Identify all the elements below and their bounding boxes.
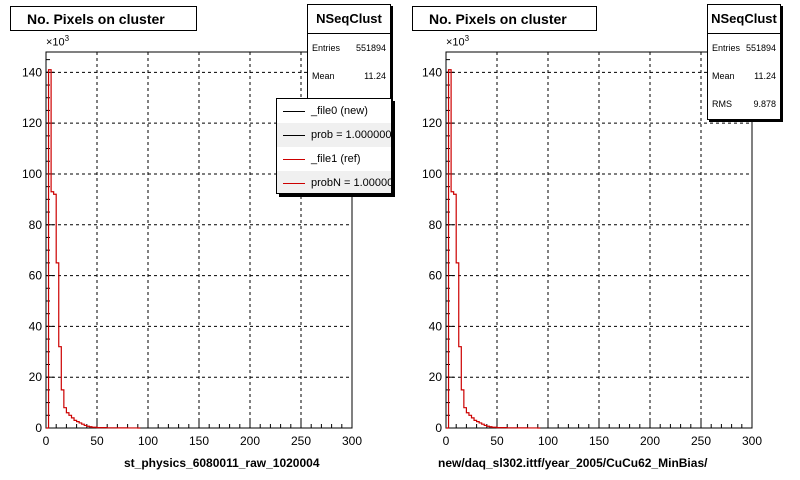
x-tick-label: 300 (342, 434, 362, 448)
y-tick-label: 80 (429, 218, 443, 232)
y-tick-label: 0 (435, 421, 442, 435)
y-tick-label: 40 (429, 319, 443, 333)
legend-label: _file1 (ref) (311, 153, 361, 165)
x-tick-label: 250 (291, 434, 311, 448)
x-tick-label: 150 (189, 434, 209, 448)
y-tick-label: 140 (422, 65, 442, 79)
x-tick-label: 0 (43, 434, 50, 448)
x-tick-label: 100 (538, 434, 558, 448)
y-exponent-base: ×10 (446, 36, 465, 49)
x-tick-label: 250 (691, 434, 711, 448)
y-tick-label: 140 (22, 65, 42, 79)
legend-label: probN = 1.000000 (311, 177, 392, 189)
x-tick-label: 50 (90, 434, 104, 448)
y-tick-label: 20 (29, 370, 43, 384)
stats-row-mean: Mean 11.24 (308, 62, 390, 90)
legend-entry: prob = 1.000000 (277, 123, 391, 147)
y-exponent-label: ×103 (46, 34, 69, 49)
x-tick-label: 200 (240, 434, 260, 448)
stats-name: NSeqClust (308, 5, 390, 34)
y-tick-label: 0 (35, 421, 42, 435)
stats-label: Entries (712, 43, 741, 53)
legend-label: prob = 1.000000 (311, 129, 392, 141)
legend-swatch (283, 111, 305, 112)
histogram-panel-right: 0 50 100 150 200 250 300 0 20 40 60 80 100 120 140 No.… (400, 0, 800, 480)
stats-row-entries: Entries 551894 (308, 34, 390, 62)
x-tick-label: 0 (443, 434, 450, 448)
stats-label: Entries (312, 43, 341, 53)
stats-box: NSeqClust Entries 551894 Mean 11.24 (307, 4, 391, 100)
y-exponent-power: 3 (464, 34, 470, 43)
histogram-panel-left: 0 50 100 150 200 250 300 0 20 40 60 80 100 120 140 No.… (10, 4, 392, 470)
x-tick-label: 300 (742, 434, 762, 448)
y-tick-label: 100 (422, 167, 442, 181)
plot-title: No. Pixels on cluster (10, 6, 197, 31)
y-tick-label: 40 (29, 319, 43, 333)
y-tick-label: 20 (429, 370, 443, 384)
x-tick-label: 50 (490, 434, 504, 448)
stats-row-rms: RMS 9.878 (708, 90, 780, 118)
stats-value: 551894 (745, 43, 776, 53)
y-exponent-power: 3 (64, 34, 70, 43)
stats-box: NSeqClust Entries 551894 Mean 11.24 RMS … (707, 4, 781, 120)
plot-area-right: 0 50 100 150 200 250 300 0 20 40 60 80 100 120 140 (422, 51, 762, 448)
legend-label: _file0 (new) (311, 105, 368, 117)
y-exponent-base: ×10 (46, 36, 65, 49)
stats-value: 9.878 (753, 99, 776, 109)
y-tick-label: 120 (422, 116, 442, 130)
stats-value: 551894 (355, 43, 386, 53)
y-tick-label: 100 (22, 167, 42, 181)
legend-swatch (283, 183, 305, 184)
y-exponent-label: ×103 (446, 34, 469, 49)
x-tick-label: 150 (589, 434, 609, 448)
plot-title: No. Pixels on cluster (412, 6, 597, 31)
histogram-series-line (446, 69, 541, 429)
x-tick-label: 200 (640, 434, 660, 448)
stats-row-entries: Entries 551894 (708, 34, 780, 62)
histogram-series-line (46, 69, 141, 429)
legend-swatch (283, 135, 305, 136)
stats-label: Mean (712, 71, 735, 81)
stats-value: 11.24 (364, 71, 386, 81)
stats-name: NSeqClust (708, 5, 780, 34)
legend-entry: probN = 1.000000 (277, 171, 392, 193)
x-tick-label: 100 (138, 434, 158, 448)
y-tick-label: 60 (29, 269, 43, 283)
y-tick-label: 80 (29, 218, 43, 232)
stats-row-mean: Mean 11.24 (708, 62, 780, 90)
stats-value: 11.24 (754, 71, 776, 81)
legend-swatch (283, 159, 305, 160)
y-tick-label: 60 (429, 269, 443, 283)
legend: _file0 (new) prob = 1.000000 _file1 (ref… (276, 98, 392, 194)
stats-label: Mean (312, 71, 335, 81)
x-axis-label: st_physics_6080011_raw_1020004 (124, 456, 320, 470)
legend-entry: _file0 (new) (277, 99, 391, 123)
x-axis-label: new/daq_sl302.ittf/year_2005/CuCu62_MinB… (438, 456, 708, 470)
legend-entry: _file1 (ref) (277, 147, 391, 171)
y-tick-label: 120 (22, 116, 42, 130)
stats-label: RMS (712, 99, 732, 109)
